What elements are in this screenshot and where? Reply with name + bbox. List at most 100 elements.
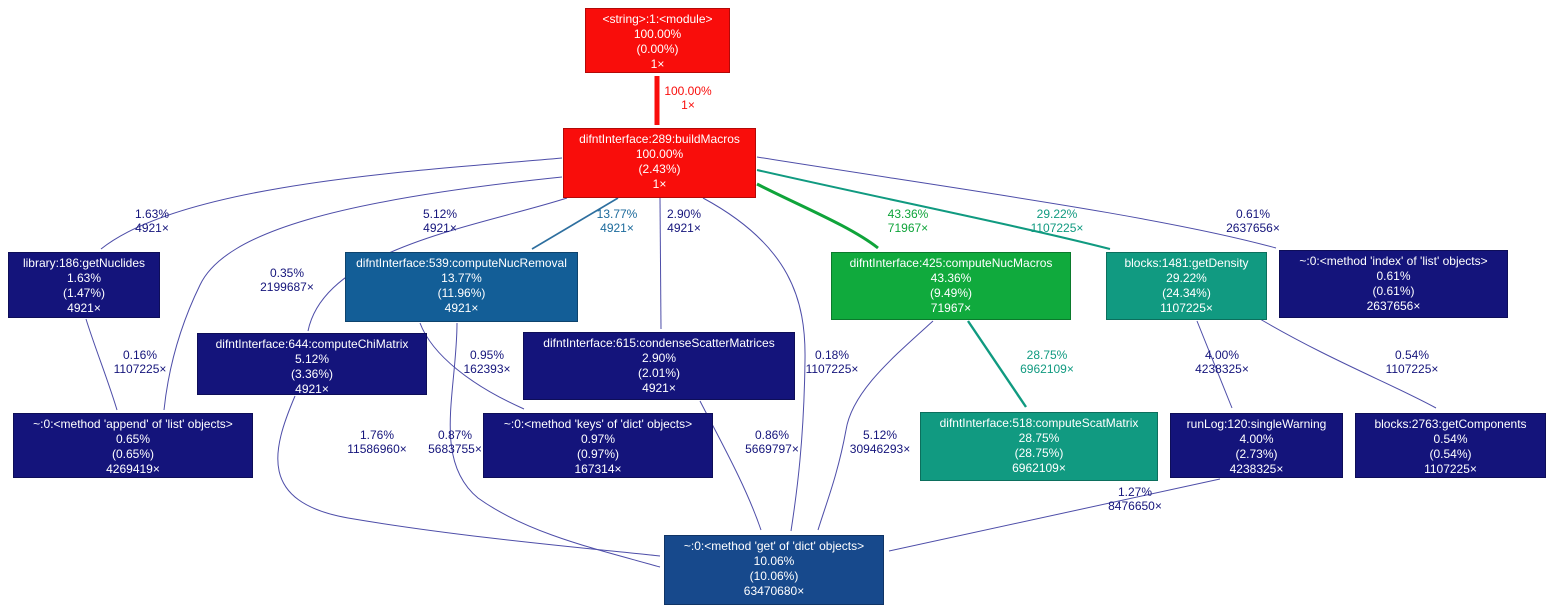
edge-label-buildMacros-condenseScatterMatrices: 2.90% 4921× — [666, 207, 702, 235]
node-label: difntInterface:425:computeNucMacros — [849, 256, 1053, 270]
node-self-pct: (3.36%) — [290, 367, 334, 381]
edge-label-condenseScatterMatrices-get-of-dict: 0.86% 5669797× — [745, 428, 799, 456]
node-self-pct: (2.01%) — [637, 366, 681, 380]
edge-singleWarning-to-get-of-dict — [888, 478, 1221, 552]
node-total-pct: 2.90% — [641, 351, 677, 365]
node-label: difntInterface:539:computeNucRemoval — [356, 256, 567, 270]
node-label: blocks:1481:getDensity — [1124, 256, 1249, 270]
edge-computeChiMatrix-to-get-of-dict — [277, 395, 661, 557]
node-total-pct: 13.77% — [441, 271, 482, 285]
node-total-pct: 0.65% — [115, 432, 151, 446]
node-computeScatMatrix: difntInterface:518:computeScatMatrix 28.… — [920, 412, 1158, 481]
node-call-count: 4921× — [67, 301, 101, 315]
node-call-count: 71967× — [930, 301, 972, 315]
edge-buildMacros-to-computeChiMatrix — [307, 197, 568, 332]
node-call-count: 1107225× — [1160, 301, 1213, 315]
edge-label-getDensity-getComponents: 0.54% 1107225× — [1385, 348, 1439, 376]
node-total-pct: 1.63% — [66, 271, 102, 285]
edge-label-buildMacros-index-of-list: 0.61% 2637656× — [1226, 207, 1280, 235]
node-total-pct: 10.06% — [753, 554, 795, 568]
node-label: difntInterface:615:condenseScatterMatric… — [543, 336, 775, 350]
edge-computeNucRemoval-to-get-of-dict — [449, 322, 661, 568]
edge-label-module-buildMacros: 100.00% 1× — [664, 84, 712, 112]
node-call-count: 1× — [650, 57, 665, 71]
edge-label-computeNucMacros-computeScatMatrix: 28.75% 6962109× — [1020, 348, 1074, 376]
node-label: library:186:getNuclides — [22, 256, 146, 270]
edge-label-buildMacros-getDensity: 29.22% 1107225× — [1030, 207, 1084, 235]
node-call-count: 63470680× — [743, 584, 805, 598]
edge-label-computeNucMacros-get-of-dict: 5.12% 30946293× — [849, 428, 911, 456]
node-label: ~:0:<method 'keys' of 'dict' objects> — [503, 417, 693, 431]
node-label: difntInterface:518:computeScatMatrix — [939, 416, 1139, 430]
edge-buildMacros-to-computeNucRemoval — [531, 197, 619, 250]
node-label: difntInterface:644:computeChiMatrix — [215, 337, 409, 351]
node-buildMacros: difntInterface:289:buildMacros 100.00% (… — [563, 128, 756, 198]
edge-buildMacros-to-getNuclides — [100, 157, 563, 250]
node-label: ~:0:<method 'append' of 'list' objects> — [33, 417, 233, 431]
node-self-pct: (10.06%) — [749, 569, 799, 583]
node-getNuclides: library:186:getNuclides 1.63% (1.47%) 49… — [8, 252, 160, 318]
node-call-count: 4921× — [642, 381, 676, 395]
edge-label-getNuclides-append-of-list: 0.16% 1107225× — [113, 348, 167, 376]
node-label: blocks:2763:getComponents — [1374, 417, 1527, 431]
edge-label-singleWarning-get-of-dict: 1.27% 8476650× — [1108, 485, 1162, 513]
node-total-pct: 43.36% — [930, 271, 972, 285]
edge-buildMacros-to-computeNucMacros — [756, 182, 879, 250]
node-total-pct: 0.97% — [580, 432, 616, 446]
node-call-count: 167314× — [574, 462, 622, 476]
node-self-pct: (24.34%) — [1162, 286, 1211, 300]
node-computeNucMacros: difntInterface:425:computeNucMacros 43.3… — [831, 252, 1071, 320]
edge-getDensity-to-getComponents — [1259, 318, 1437, 409]
node-call-count: 4269419× — [106, 462, 160, 476]
edge-buildMacros-to-condenseScatterMatrices — [659, 197, 662, 330]
node-self-pct: (28.75%) — [1014, 446, 1064, 460]
node-label: runLog:120:singleWarning — [1186, 417, 1327, 431]
edge-buildMacros-to-index-of-list — [756, 156, 1277, 249]
node-call-count: 6962109× — [1012, 461, 1066, 475]
node-self-pct: (0.65%) — [111, 447, 155, 461]
node-call-count: 4921× — [444, 301, 479, 315]
edge-label-buildMacros-computeChiMatrix: 5.12% 4921× — [422, 207, 458, 235]
edge-computeNucMacros-to-get-of-dict — [817, 320, 934, 531]
edge-label-computeNucRemoval-get-of-dict: 0.87% 5683755× — [428, 428, 482, 456]
node-label: ~:0:<method 'index' of 'list' objects> — [1299, 254, 1488, 268]
node-total-pct: 4.00% — [1239, 432, 1274, 446]
node-append-of-list: ~:0:<method 'append' of 'list' objects> … — [13, 413, 253, 478]
node-call-count: 4921× — [295, 382, 329, 396]
node-self-pct: (11.96%) — [437, 286, 486, 300]
node-label: <string>:1:<module> — [602, 12, 713, 26]
node-getComponents: blocks:2763:getComponents 0.54% (0.54%) … — [1355, 413, 1546, 478]
node-singleWarning: runLog:120:singleWarning 4.00% (2.73%) 4… — [1170, 413, 1343, 478]
node-total-pct: 100.00% — [635, 147, 684, 161]
node-total-pct: 29.22% — [1166, 271, 1207, 285]
edge-label-buildMacros-computeNucMacros: 43.36% 71967× — [887, 207, 929, 235]
edge-getDensity-to-singleWarning — [1196, 320, 1233, 409]
edge-buildMacros-to-get-of-dict — [702, 197, 806, 532]
node-self-pct: (2.43%) — [638, 162, 681, 176]
node-call-count: 1107225× — [1424, 462, 1477, 476]
node-call-count: 4238325× — [1229, 462, 1284, 476]
node-total-pct: 100.00% — [633, 27, 682, 41]
node-condenseScatterMatrices: difntInterface:615:condenseScatterMatric… — [523, 332, 795, 400]
node-self-pct: (0.97%) — [576, 447, 620, 461]
edge-computeNucMacros-to-computeScatMatrix — [967, 320, 1027, 408]
node-self-pct: (1.47%) — [62, 286, 106, 300]
node-module: <string>:1:<module> 100.00% (0.00%) 1× — [585, 8, 730, 73]
node-label: ~:0:<method 'get' of 'dict' objects> — [683, 539, 865, 553]
node-label: difntInterface:289:buildMacros — [579, 132, 740, 146]
node-getDensity: blocks:1481:getDensity 29.22% (24.34%) 1… — [1106, 252, 1267, 320]
node-keys-of-dict: ~:0:<method 'keys' of 'dict' objects> 0.… — [483, 413, 713, 478]
edge-label-computeChiMatrix-get-of-dict: 1.76% 11586960× — [347, 428, 407, 456]
edge-label-buildMacros-computeNucRemoval: 13.77% 4921× — [596, 207, 638, 235]
node-call-count: 1× — [652, 177, 667, 191]
node-self-pct: (2.73%) — [1235, 447, 1278, 461]
edge-label-getDensity-singleWarning: 4.00% 4238325× — [1195, 348, 1249, 376]
node-index-of-list: ~:0:<method 'index' of 'list' objects> 0… — [1279, 250, 1508, 318]
edge-label-computeNucRemoval-keys-of-dict: 0.95% 162393× — [463, 348, 511, 376]
node-self-pct: (0.61%) — [1372, 284, 1415, 298]
node-computeNucRemoval: difntInterface:539:computeNucRemoval 13.… — [345, 252, 578, 322]
edge-label-buildMacros-get-of-dict: 0.18% 1107225× — [805, 348, 859, 376]
node-self-pct: (0.00%) — [636, 42, 679, 56]
node-get-of-dict: ~:0:<method 'get' of 'dict' objects> 10.… — [664, 535, 884, 605]
edge-label-buildMacros-getNuclides: 1.63% 4921× — [134, 207, 170, 235]
